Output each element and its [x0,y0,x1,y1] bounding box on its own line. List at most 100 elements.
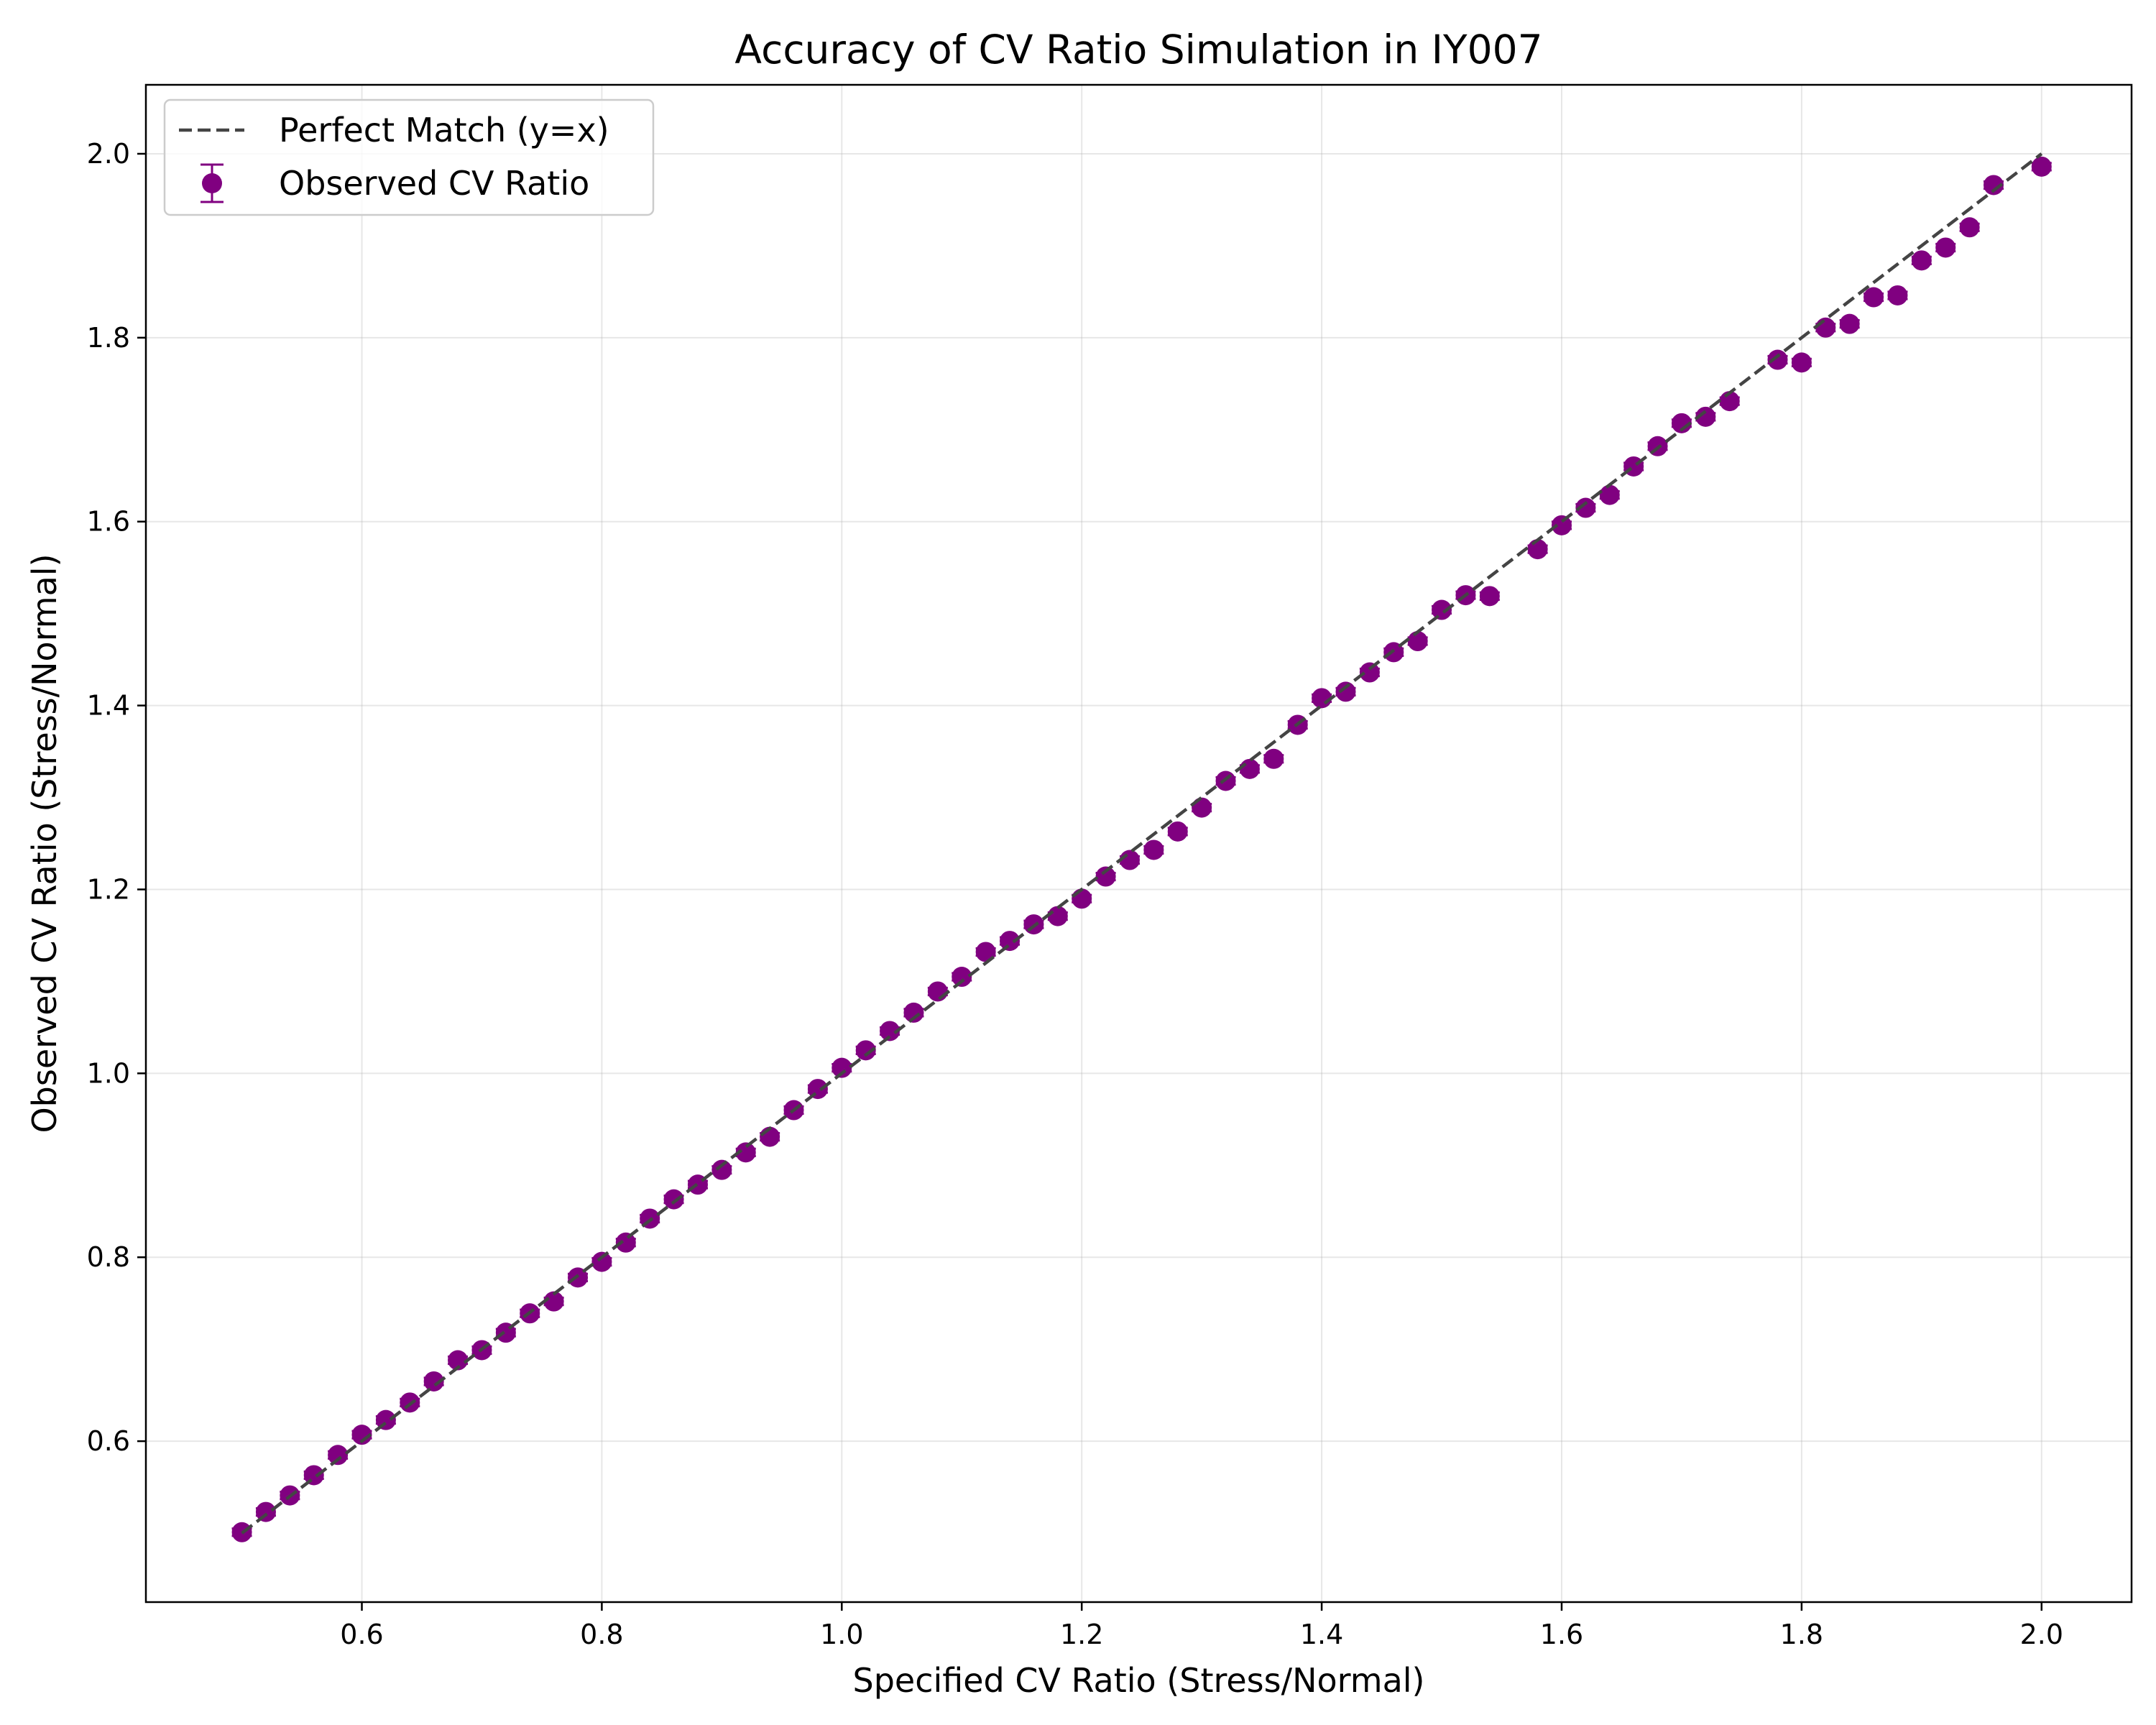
observed-point [1407,631,1428,652]
observed-point [952,967,972,988]
observed-point [1072,888,1092,909]
x-tick-label: 1.8 [1780,1619,1823,1650]
data-point [328,1445,349,1466]
x-tick-label: 0.8 [580,1619,623,1650]
observed-point [615,1232,636,1253]
observed-point [1167,821,1188,842]
data-point [880,1021,900,1041]
observed-point [1263,748,1284,769]
observed-point [1935,237,1956,258]
x-tick-label: 2.0 [2020,1619,2063,1650]
x-axis-title: Specified CV Ratio (Stress/Normal) [853,1661,1425,1700]
data-point [1167,821,1188,842]
y-tick-label: 0.6 [87,1425,130,1457]
observed-point [1047,906,1068,926]
observed-point [1887,285,1908,305]
data-point [1599,484,1620,505]
x-axis-ticks: 0.6 0.8 1.0 1.2 1.4 1.6 1.8 2.0 [340,1602,2063,1650]
series-layer [231,152,2052,1542]
chart-title: Accuracy of CV Ratio Simulation in IY007 [734,27,1542,73]
observed-point [735,1142,756,1163]
observed-point [1911,250,1932,271]
data-point [1767,349,1788,370]
observed-point [2031,156,2052,177]
data-point [735,1142,756,1163]
observed-point [423,1371,444,1392]
observed-point [903,1002,924,1023]
x-tick-label: 1.4 [1300,1619,1343,1650]
data-point [1407,631,1428,652]
data-point [591,1251,612,1272]
observed-point [1551,515,1572,535]
data-point [1864,287,1884,308]
observed-point [1815,317,1836,338]
data-point [1263,748,1284,769]
perfect-match-line [241,152,2043,1535]
legend-label-perfect-match: Perfect Match (y=x) [279,111,609,150]
observed-point [927,981,948,1002]
data-point [351,1425,372,1445]
data-point [1935,237,1956,258]
data-point [1911,250,1932,271]
y-tick-label: 1.2 [87,873,130,905]
observed-point [1359,662,1380,683]
observed-point [975,942,996,962]
observed-point [711,1159,732,1180]
y-tick-label: 1.8 [87,322,130,354]
legend-box [163,98,655,216]
data-point [1791,352,1812,373]
legend-point [202,173,222,193]
observed-point [303,1465,324,1486]
data-point [1695,406,1716,427]
data-point [448,1350,469,1371]
data-point [927,981,948,1002]
data-point [975,942,996,962]
data-point [1479,586,1500,607]
observed-point [351,1425,372,1445]
y-tick-label: 1.6 [87,506,130,538]
data-point [543,1291,564,1312]
data-point [1047,906,1068,926]
x-tick-label: 1.2 [1060,1619,1103,1650]
x-tick-label: 1.6 [1540,1619,1583,1650]
data-point [711,1159,732,1180]
observed-point [1719,391,1740,412]
observed-point [1335,681,1356,702]
y-axis-ticks: 0.6 0.8 1.0 1.2 1.4 1.6 1.8 2.0 [87,138,146,1457]
data-point [1551,515,1572,535]
observed-point [663,1189,684,1210]
y-tick-label: 1.4 [87,690,130,722]
observed-point [328,1445,349,1466]
observed-point [1839,313,1860,334]
data-point [2031,156,2052,177]
data-point [1359,662,1380,683]
x-tick-label: 1.0 [820,1619,863,1650]
observed-point [880,1021,900,1041]
observed-point [1192,797,1212,818]
data-point [1527,539,1548,560]
data-point [1815,317,1836,338]
data-point [1839,313,1860,334]
observed-point [1432,599,1452,620]
data-point [1335,681,1356,702]
legend-marker-sample [201,163,224,203]
observed-point [1959,217,1980,238]
data-point [1432,599,1452,620]
data-point [1959,217,1980,238]
data-point [615,1232,636,1253]
observed-point [1671,413,1692,433]
data-point [952,967,972,988]
data-point [423,1371,444,1392]
legend: Perfect Match (y=x) Observed CV Ratio [163,98,655,216]
legend-label-observed: Observed CV Ratio [279,164,589,203]
observed-point [1864,287,1884,308]
observed-point [1143,840,1164,860]
y-tick-label: 1.0 [87,1057,130,1089]
data-point [1671,413,1692,433]
data-point [1984,175,2004,196]
axes-frame [144,83,2133,1604]
data-point [1192,797,1212,818]
x-tick-label: 0.6 [340,1619,383,1650]
observed-point [1527,539,1548,560]
